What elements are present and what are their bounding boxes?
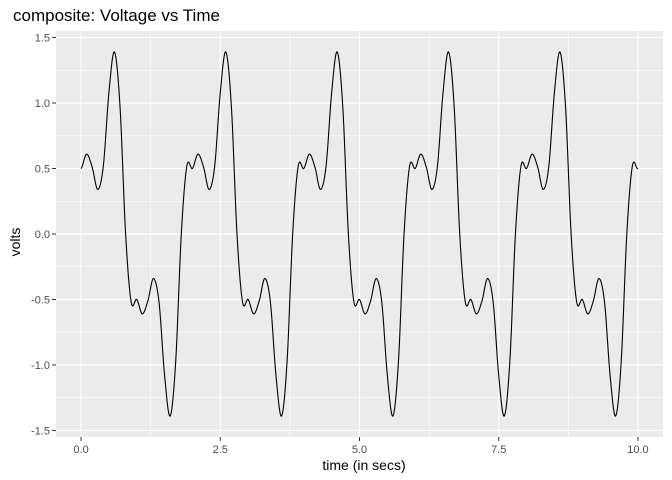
y-tick-label: 1.5 <box>35 33 50 45</box>
x-tick-label: 2.5 <box>213 444 228 456</box>
y-axis-ticks: -1.5 -1.0 -0.5 0.0 0.5 1.0 1.5 <box>31 33 56 437</box>
series-layer <box>80 51 639 417</box>
x-tick-label: 10.0 <box>627 444 648 456</box>
y-tick-label: 0.0 <box>35 229 50 241</box>
x-tick-label: 5.0 <box>352 444 367 456</box>
y-tick-label: -1.0 <box>31 360 50 372</box>
x-axis-label: time (in secs) <box>322 457 406 473</box>
y-tick-label: 1.0 <box>35 98 50 110</box>
y-tick-label: -1.5 <box>31 425 50 437</box>
y-tick-label: -0.5 <box>31 294 50 306</box>
series-line <box>80 51 639 417</box>
x-tick-label: 0.0 <box>73 444 88 456</box>
x-axis-ticks: 0.0 2.5 5.0 7.5 10.0 <box>73 437 649 456</box>
chart-title: composite: Voltage vs Time <box>13 6 220 25</box>
y-tick-label: 0.5 <box>35 164 50 176</box>
x-tick-label: 7.5 <box>491 444 506 456</box>
